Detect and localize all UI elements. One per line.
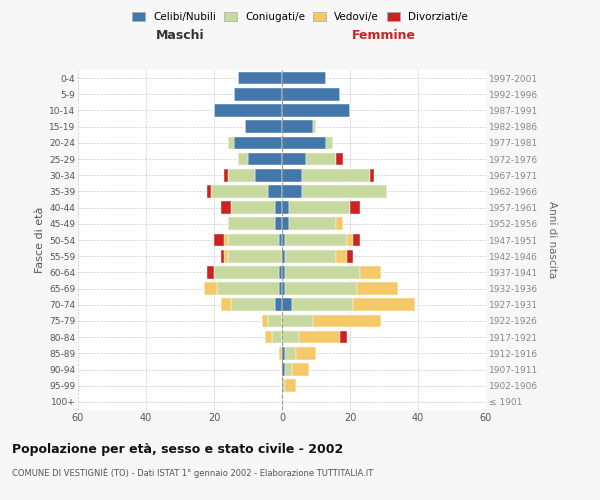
Bar [282,120,313,133]
Bar [282,282,286,295]
Bar [286,380,296,392]
Bar [299,331,340,344]
Bar [282,88,340,101]
Bar [353,298,415,311]
Bar [337,152,343,166]
Bar [235,136,282,149]
Bar [282,218,289,230]
Bar [286,347,296,360]
Bar [306,152,337,166]
Bar [313,314,380,328]
Bar [235,88,282,101]
Bar [204,282,217,295]
Bar [282,298,292,311]
Bar [278,347,282,360]
Bar [262,314,268,328]
Bar [289,202,350,214]
Bar [370,169,374,181]
Bar [238,72,282,85]
Bar [275,298,282,311]
Bar [211,185,268,198]
Bar [296,347,316,360]
Bar [286,234,347,246]
Bar [282,347,286,360]
Bar [282,331,299,344]
Bar [255,169,282,181]
Bar [282,314,313,328]
Y-axis label: Anni di nascita: Anni di nascita [547,202,557,278]
Bar [302,169,370,181]
Bar [350,202,360,214]
Bar [282,185,302,198]
Y-axis label: Fasce di età: Fasce di età [35,207,45,273]
Bar [302,185,388,198]
Bar [207,266,214,278]
Bar [286,250,337,262]
Bar [221,202,231,214]
Text: Femmine: Femmine [352,30,416,43]
Bar [282,104,350,117]
Bar [286,266,360,278]
Text: COMUNE DI VESTIGNIÈ (TO) - Dati ISTAT 1° gennaio 2002 - Elaborazione TUTTITALIA.: COMUNE DI VESTIGNIÈ (TO) - Dati ISTAT 1°… [12,468,373,478]
Bar [282,136,326,149]
Bar [347,234,353,246]
Bar [313,120,316,133]
Bar [265,331,272,344]
Bar [292,363,309,376]
Bar [268,185,282,198]
Bar [337,250,347,262]
Bar [278,266,282,278]
Bar [231,298,275,311]
Bar [248,152,282,166]
Bar [347,250,353,262]
Bar [360,266,380,278]
Bar [282,380,286,392]
Bar [227,250,282,262]
Bar [227,234,278,246]
Bar [214,266,278,278]
Bar [272,331,282,344]
Bar [282,363,286,376]
Bar [214,104,282,117]
Bar [227,136,235,149]
Legend: Celibi/Nubili, Coniugati/e, Vedovi/e, Divorziati/e: Celibi/Nubili, Coniugati/e, Vedovi/e, Di… [128,8,472,26]
Bar [286,363,292,376]
Bar [278,282,282,295]
Bar [292,298,353,311]
Bar [221,250,224,262]
Bar [268,314,282,328]
Bar [224,250,227,262]
Bar [224,234,227,246]
Text: Popolazione per età, sesso e stato civile - 2002: Popolazione per età, sesso e stato civil… [12,442,343,456]
Bar [282,250,286,262]
Bar [357,282,398,295]
Bar [282,72,326,85]
Bar [275,218,282,230]
Text: Maschi: Maschi [155,30,205,43]
Bar [224,169,227,181]
Bar [227,218,275,230]
Bar [353,234,360,246]
Bar [278,234,282,246]
Bar [275,202,282,214]
Bar [282,202,289,214]
Bar [227,169,255,181]
Bar [231,202,275,214]
Bar [282,266,286,278]
Bar [245,120,282,133]
Bar [289,218,337,230]
Bar [221,298,231,311]
Bar [282,234,286,246]
Bar [286,282,357,295]
Bar [217,282,278,295]
Bar [282,169,302,181]
Bar [326,136,333,149]
Bar [238,152,248,166]
Bar [282,152,306,166]
Bar [207,185,211,198]
Bar [340,331,347,344]
Bar [337,218,343,230]
Bar [214,234,224,246]
